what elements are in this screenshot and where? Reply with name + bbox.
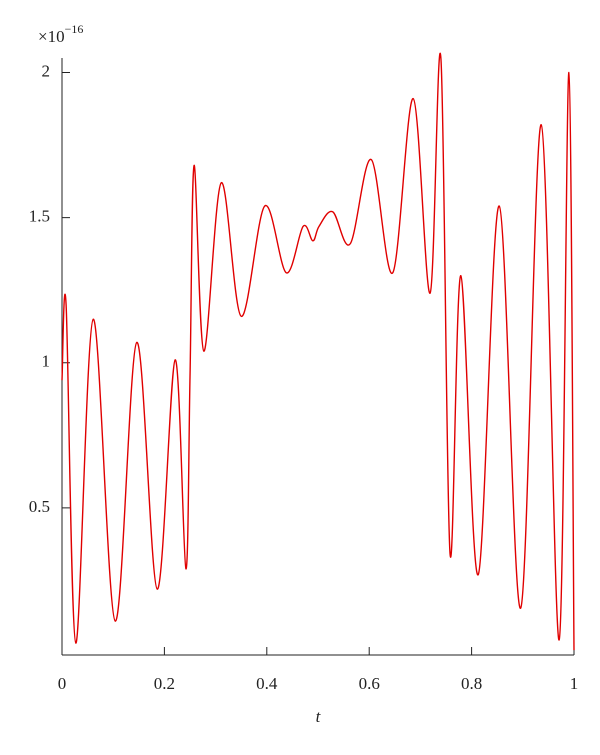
y-tick-label: 2 (42, 61, 51, 80)
x-axis-label: t (316, 707, 322, 726)
y-tick-label: 0.5 (29, 497, 50, 516)
line-series (61, 52, 575, 651)
y-multiplier: ×10−16 (38, 22, 83, 46)
y-tick-label: 1 (42, 352, 51, 371)
x-tick-label: 0.8 (461, 674, 482, 693)
x-tick-label: 0.2 (154, 674, 175, 693)
x-tick-label: 0.6 (359, 674, 380, 693)
x-tick-label: 0.4 (256, 674, 278, 693)
y-tick-label: 1.5 (29, 207, 50, 226)
x-tick-label: 0 (58, 674, 67, 693)
x-tick-label: 1 (570, 674, 579, 693)
